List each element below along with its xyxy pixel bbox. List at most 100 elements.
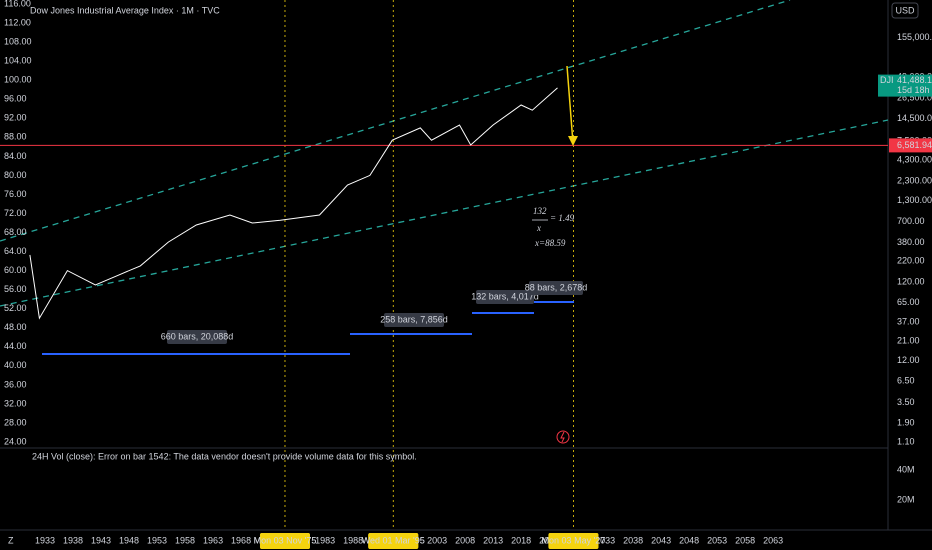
measure-label: 88 bars, 2,678d [525,282,588,292]
y2-tick-label: 155,000.00 [897,32,932,42]
x-tick-label: 1953 [147,535,167,545]
last-price-tag [878,74,932,97]
y2-tick-label: 6.50 [897,376,915,386]
y2-tick-label: 14,500.00 [897,113,932,123]
x-tick-label: 2008 [455,535,475,545]
y-tick-label: 76.00 [4,189,27,199]
arrow-head [568,136,578,146]
highlight-box [259,533,310,549]
price-tag [889,138,932,153]
y-tick-label: 24.00 [4,436,27,446]
formula-result: = 1.49 [550,213,575,223]
volume-message: 24H Vol (close): Error on bar 1542: The … [32,451,417,461]
y-tick-label: 40.00 [4,360,27,370]
x-tick-label: 1968 [231,535,251,545]
x-tick-label: 2053 [707,535,727,545]
symbol-label: DJI [880,75,894,85]
y-tick-label: 36.00 [4,379,27,389]
formula-denominator: x [536,223,541,233]
corner-label: Z [8,535,14,545]
x-tick-label: 2048 [679,535,699,545]
y2-tick-label: 220.00 [897,256,925,266]
y-tick-label: 60.00 [4,265,27,275]
x-tick-label: 2058 [735,535,755,545]
x-tick-label: 2063 [763,535,783,545]
y-tick-label: 64.00 [4,246,27,256]
event-icon [556,430,570,444]
y-tick-label: 96.00 [4,94,27,104]
y-tick-label: 56.00 [4,284,27,294]
x-tick-label: 1943 [91,535,111,545]
measure-label: 258 bars, 7,856d [380,314,448,324]
y2-tick-label: 21.00 [897,336,920,346]
measure-label-box [384,313,444,327]
measure-label: 660 bars, 20,088d [161,331,234,341]
y-tick-label: 48.00 [4,322,27,332]
x-tick-label: 1963 [203,535,223,545]
measure-label-box [529,281,583,295]
y-tick-label: 116.00 [4,0,31,8]
y-tick-label: 28.00 [4,417,27,427]
x-tick-label: 1933 [35,535,55,545]
y2-tick-label: 1.10 [897,436,915,446]
countdown-label: 15d 18h [897,85,930,95]
price-tag-label: 6,581.94 [897,140,932,150]
x-tick-label: 1988 [343,535,363,545]
x-tick-label: 1938 [63,535,83,545]
y-tick-label: 68.00 [4,227,27,237]
x-tick-label: 2013 [483,535,503,545]
last-price-label: 41,488.19 [897,75,932,85]
y-tick-label: 112.00 [4,18,31,28]
y-tick-label: 80.00 [4,170,27,180]
volume-tick-label: 20M [897,494,915,504]
y-tick-label: 44.00 [4,341,27,351]
x-tick-label: 2038 [623,535,643,545]
currency: USD [895,5,915,15]
y-tick-label: 104.00 [4,56,32,66]
y2-tick-label: 65.00 [897,297,920,307]
currency-box [891,2,919,19]
arrow [566,65,574,144]
y-tick-label: 32.00 [4,398,27,408]
channel-upper [0,0,791,242]
volume-tick-label: 40M [897,464,915,474]
chart-title: Dow Jones Industrial Average Index · 1M … [30,5,220,15]
plot [0,0,888,530]
x-tick-label: 1948 [119,535,139,545]
x-tick-label: 2003 [427,535,447,545]
formula-numerator: 132 [533,206,547,216]
x-tick-label: 2043 [651,535,671,545]
measure-label-box [167,330,227,344]
measure-label: 132 bars, 4,017d [471,291,539,301]
measure-tools [42,301,574,355]
y-tick-label: 88.00 [4,132,27,142]
y-tick-label: 92.00 [4,113,27,123]
y2-tick-label: 1,300.00 [897,195,932,205]
y-tick-label: 100.00 [4,75,32,85]
x-tick-label: 1958 [175,535,195,545]
y-tick-label: 72.00 [4,208,27,218]
y2-tick-label: 380.00 [897,237,925,247]
y-tick-label: 52.00 [4,303,27,313]
y2-tick-label: 12.00 [897,355,920,365]
y2-tick-label: 1.90 [897,418,915,428]
y2-tick-label: 4,300.00 [897,154,932,164]
channel-lower [0,119,889,307]
event-icon-bolt [560,431,565,443]
x-tick-label: 1983 [315,535,335,545]
x-tick-label: 2018 [511,535,531,545]
highlight-box [368,533,419,549]
y2-tick-label: 700.00 [897,216,925,226]
y2-tick-label: 120.00 [897,276,925,286]
x-tick-label: 2033 [595,535,615,545]
y2-tick-label: 3.50 [897,397,915,407]
formula-solution: x=88.59 [534,238,566,248]
x-tick-label: Mon 03 May '27 [542,535,606,545]
price-line [29,87,558,320]
y2-tick-label: 37.00 [897,316,920,326]
y2-tick-label: 2,300.00 [897,176,932,186]
x-tick-label: Mon 03 Nov '75 [254,535,317,545]
y2-tick-label: 26,500.00 [897,92,932,102]
